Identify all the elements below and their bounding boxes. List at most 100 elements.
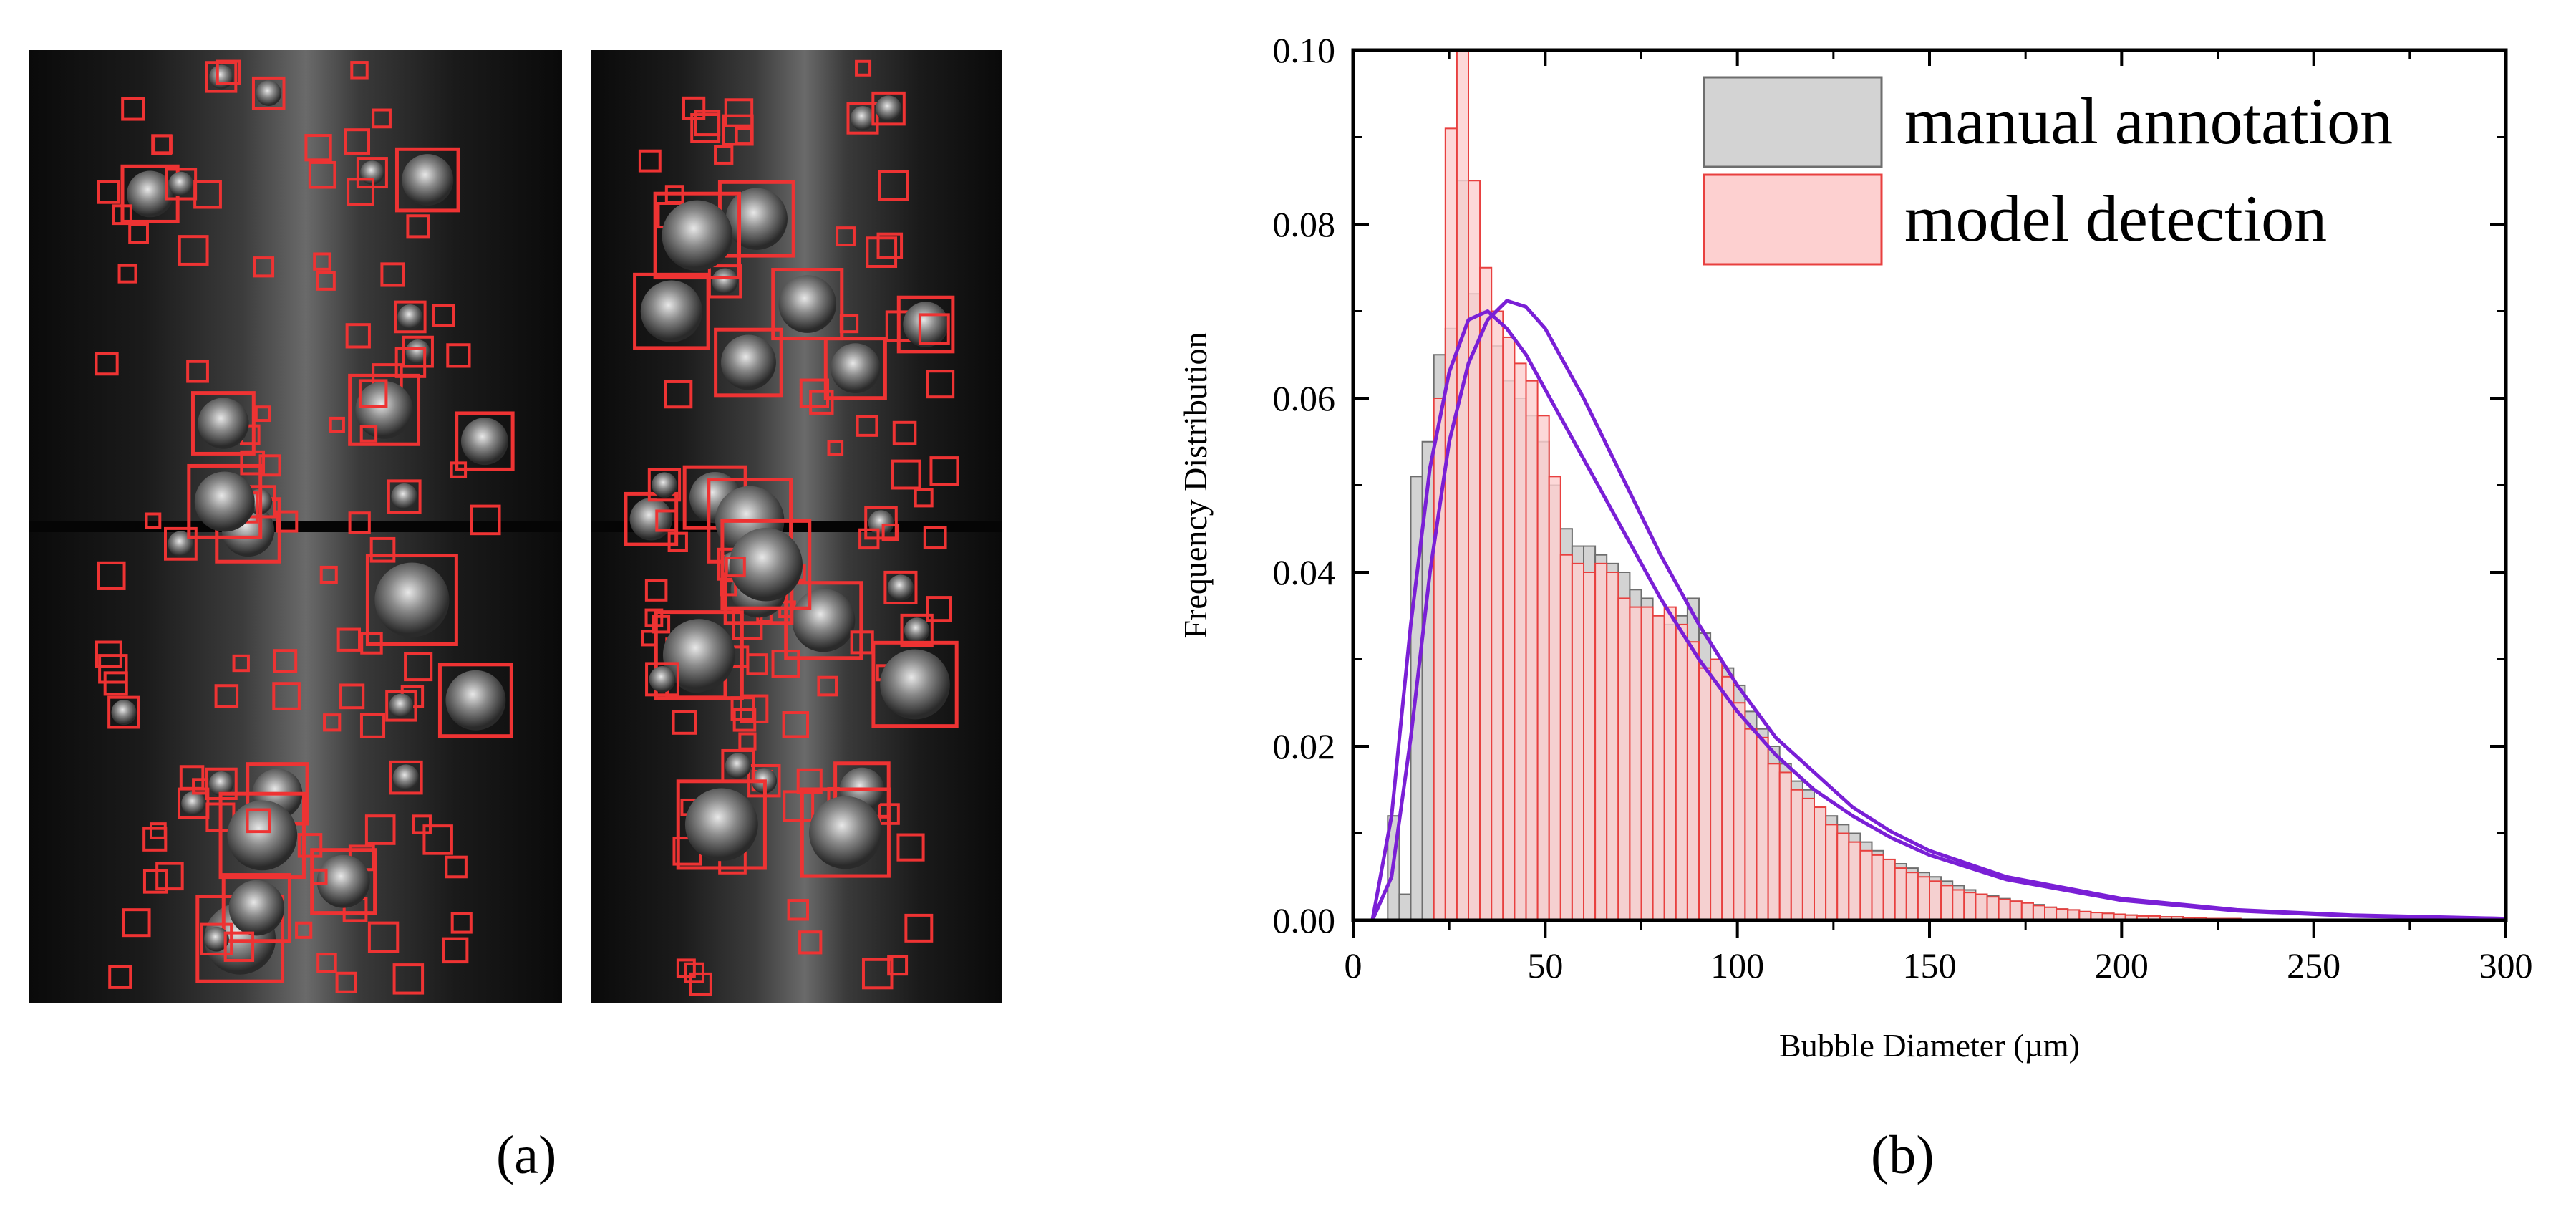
bubble bbox=[875, 95, 902, 122]
detection-box bbox=[221, 873, 291, 943]
detection-box bbox=[251, 76, 286, 110]
bubble bbox=[792, 589, 856, 652]
model-bar bbox=[1744, 728, 1758, 920]
bubble bbox=[111, 699, 137, 726]
model-bar bbox=[1894, 867, 1907, 920]
y-tick-label: 0.10 bbox=[1273, 30, 1336, 70]
detection-box bbox=[323, 713, 342, 732]
detection-box bbox=[876, 232, 904, 259]
panel-b: 0.00 0.02 0.04 0.06 0.08 0.10 0 50 100 150 200 250 3… bbox=[1160, 21, 2576, 1139]
detection-box bbox=[394, 147, 460, 213]
model-bar bbox=[1836, 832, 1850, 920]
detection-box bbox=[412, 814, 432, 834]
fit-curve-manual bbox=[1370, 309, 2506, 920]
detection-box bbox=[809, 390, 834, 415]
detection-box bbox=[883, 570, 918, 605]
bubble bbox=[640, 280, 702, 342]
bubble-image-right bbox=[591, 50, 1002, 1003]
detection-box bbox=[923, 526, 947, 550]
detection-box bbox=[904, 913, 934, 943]
detection-box bbox=[689, 972, 712, 996]
detection-box bbox=[190, 391, 256, 456]
detection-box bbox=[313, 252, 331, 271]
bubble bbox=[402, 154, 454, 206]
detection-box bbox=[672, 710, 697, 735]
detection-box bbox=[437, 663, 513, 738]
bubble-image-right-canvas bbox=[591, 50, 1002, 1003]
x-tick-label: 0 bbox=[1345, 945, 1362, 986]
detection-box bbox=[192, 778, 209, 795]
detection-box bbox=[187, 463, 263, 539]
detection-box bbox=[142, 869, 168, 894]
detection-box bbox=[364, 814, 396, 845]
bubble bbox=[684, 788, 758, 862]
detection-box bbox=[871, 91, 906, 126]
detection-box bbox=[735, 127, 753, 145]
legend: manual annotation model detection bbox=[1703, 76, 2393, 266]
model-bar bbox=[1640, 606, 1654, 920]
bubble bbox=[316, 854, 370, 908]
detection-box bbox=[316, 953, 337, 973]
bubble bbox=[392, 764, 420, 791]
bubble bbox=[181, 791, 206, 816]
detection-box bbox=[406, 214, 430, 239]
model-bar bbox=[1479, 266, 1493, 920]
detection-box bbox=[385, 690, 417, 722]
detection-box bbox=[359, 425, 378, 443]
y-tick-label: 0.06 bbox=[1273, 378, 1336, 418]
detection-box bbox=[389, 760, 423, 795]
model-bar bbox=[1594, 562, 1608, 920]
detection-box bbox=[470, 504, 501, 536]
detection-box bbox=[881, 523, 900, 541]
detection-box bbox=[855, 59, 872, 77]
detection-box bbox=[900, 613, 934, 647]
detection-box bbox=[347, 178, 374, 206]
model-bar bbox=[1525, 380, 1539, 920]
detection-box bbox=[380, 262, 405, 287]
bubble bbox=[397, 304, 423, 329]
detection-box bbox=[336, 627, 362, 652]
model-bar bbox=[1559, 554, 1573, 920]
y-tick-label: 0.08 bbox=[1273, 204, 1336, 244]
detection-box bbox=[846, 102, 879, 135]
detection-box bbox=[108, 965, 132, 989]
detection-box bbox=[97, 561, 126, 590]
model-bar bbox=[1698, 667, 1712, 920]
detection-box bbox=[316, 271, 336, 291]
detection-box bbox=[223, 931, 255, 962]
detection-box bbox=[200, 922, 233, 955]
detection-box bbox=[725, 557, 746, 578]
manual-bar bbox=[1398, 893, 1412, 920]
legend-label-manual: manual annotation bbox=[1904, 85, 2393, 158]
detection-box bbox=[179, 765, 205, 790]
bubble bbox=[256, 80, 282, 107]
detection-box bbox=[394, 347, 427, 378]
detection-box bbox=[446, 343, 471, 368]
detection-box bbox=[295, 921, 313, 939]
bubble bbox=[809, 796, 882, 869]
detection-box bbox=[799, 378, 829, 408]
model-bar bbox=[1444, 127, 1458, 920]
panel-a bbox=[29, 50, 1017, 1010]
detection-box bbox=[864, 506, 898, 540]
detection-box bbox=[145, 512, 162, 529]
detection-box bbox=[272, 682, 301, 710]
detection-box bbox=[871, 640, 959, 728]
detection-box bbox=[329, 416, 345, 433]
detection-box bbox=[304, 134, 332, 162]
detection-box bbox=[817, 675, 838, 697]
bubble bbox=[208, 771, 234, 796]
detection-box bbox=[128, 223, 149, 244]
detection-box bbox=[431, 304, 455, 327]
detection-box bbox=[667, 531, 688, 552]
bubble bbox=[391, 483, 418, 510]
detection-box bbox=[149, 822, 167, 839]
detection-box bbox=[344, 128, 371, 155]
detection-box bbox=[117, 264, 137, 284]
model-bar bbox=[2044, 906, 2058, 920]
bubble bbox=[868, 510, 894, 536]
detection-box bbox=[450, 912, 473, 934]
detection-box bbox=[442, 937, 469, 964]
detection-box bbox=[359, 713, 386, 738]
detection-box bbox=[178, 235, 209, 266]
